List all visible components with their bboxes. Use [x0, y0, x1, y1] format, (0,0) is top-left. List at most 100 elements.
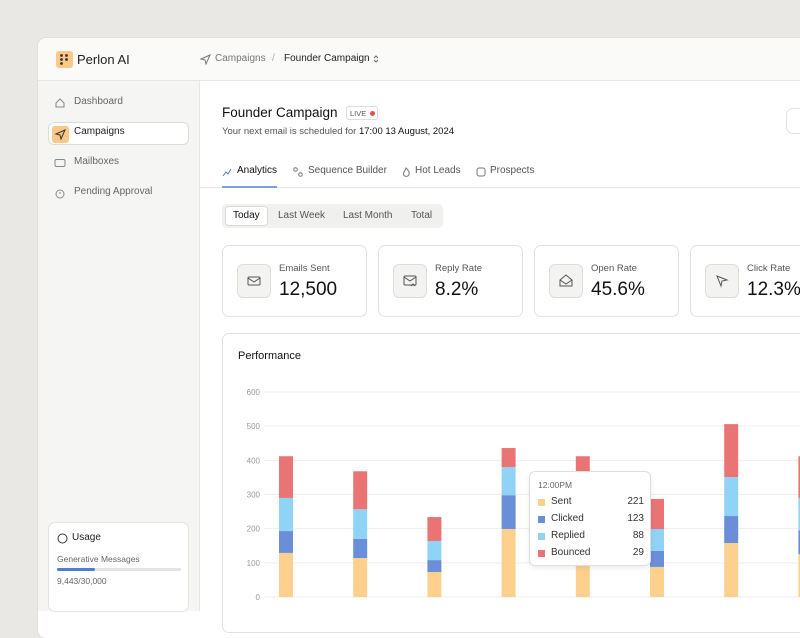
breadcrumb-item[interactable]: Campaigns — [215, 53, 266, 64]
tooltip-row: Replied 88 — [538, 530, 644, 544]
bar-segment — [798, 554, 800, 597]
bar-segment — [724, 477, 739, 517]
tab-icon — [222, 168, 232, 177]
nav-icon — [55, 189, 65, 199]
range-option[interactable]: Today — [233, 210, 260, 221]
campaign-title: Founder Campaign — [222, 105, 338, 120]
bar-segment — [650, 498, 664, 530]
y-tick-label: 300 — [247, 491, 261, 500]
usage-card: Usage Generative Messages 9,443/30,000 — [48, 522, 189, 612]
nav-label: Dashboard — [74, 96, 123, 107]
live-dot — [370, 111, 375, 116]
tooltip-name: Replied — [551, 530, 585, 541]
stat-icon — [237, 264, 271, 298]
tab[interactable]: Hot Leads — [415, 165, 461, 176]
nav-label: Pending Approval — [74, 186, 153, 197]
tab[interactable]: Prospects — [490, 165, 535, 176]
range-option[interactable]: Last Month — [343, 210, 393, 221]
chart-title: Performance — [238, 350, 301, 362]
page: { "header": {"brand": "Perlon AI", "brea… — [38, 38, 800, 638]
bar-segment — [427, 517, 442, 541]
nav-item[interactable]: Dashboard — [48, 92, 189, 115]
tooltip-row: Sent 221 — [538, 496, 644, 510]
top-bar — [38, 38, 800, 81]
tab-active[interactable]: Analytics — [237, 165, 278, 176]
bar-segment — [501, 467, 516, 496]
tooltip: 12:00PM Sent 221 Clicked 123 Replied 88 Bou… — [529, 471, 651, 566]
tooltip-row: Bounced 29 — [538, 547, 644, 561]
bar-segment — [353, 558, 368, 597]
chevron-icon[interactable] — [372, 54, 380, 64]
usage-progress — [57, 568, 96, 571]
tooltip-swatch — [538, 516, 545, 523]
bar-segment — [724, 543, 739, 597]
y-tick-label: 500 — [247, 422, 261, 431]
usage-label: Generative Messages — [57, 554, 140, 564]
stat-card: Click Rate 12.3% — [690, 245, 800, 317]
tab-underline — [222, 186, 277, 188]
bar-segment — [650, 550, 664, 567]
badge-label: LIVE — [350, 109, 367, 118]
brand: Perlon AI — [77, 52, 130, 67]
tooltip-value: 221 — [627, 496, 644, 507]
bar-segment — [353, 538, 368, 559]
bar-segment — [798, 530, 800, 555]
range-option[interactable]: Last Week — [278, 210, 326, 221]
bar-segment — [279, 456, 293, 498]
tooltip-name: Sent — [551, 496, 572, 507]
y-tick-label: 100 — [247, 559, 261, 568]
bar-segment — [279, 497, 293, 532]
bar-segment — [798, 456, 800, 498]
bar-segment — [798, 497, 800, 531]
stat-value: 8.2% — [435, 279, 479, 300]
stat-label: Emails Sent — [279, 263, 330, 274]
tooltip-swatch — [538, 550, 545, 557]
action-button[interactable] — [786, 108, 800, 134]
stat-icon — [705, 264, 739, 298]
tooltip-swatch — [538, 499, 545, 506]
tooltip-value: 29 — [632, 547, 644, 558]
bar-segment — [501, 529, 516, 597]
stat-label: Reply Rate — [435, 263, 482, 274]
stat-card: Open Rate 45.6% — [534, 245, 679, 317]
y-tick-label: 600 — [247, 388, 261, 397]
tooltip-value: 88 — [632, 530, 644, 541]
y-tick-label: 200 — [247, 525, 261, 534]
range-option[interactable]: Total — [411, 210, 433, 221]
breadcrumb-separator: / — [272, 53, 275, 64]
schedule: Your next email is scheduled for 17:00 1… — [222, 125, 454, 139]
bar-segment — [427, 572, 442, 597]
nav-item-selected[interactable]: Campaigns — [48, 122, 189, 145]
nav-icon — [52, 126, 69, 143]
usage-track — [57, 568, 181, 571]
nav-item[interactable]: Mailboxes — [48, 152, 189, 175]
stat-value: 45.6% — [591, 279, 645, 300]
nav-icon — [54, 159, 66, 167]
tab[interactable]: Sequence Builder — [308, 165, 387, 176]
stat-value: 12.3% — [747, 279, 800, 300]
range-selected-bg — [225, 206, 268, 226]
schedule-prefix: Your next email is scheduled for — [222, 126, 357, 137]
stat-card: Reply Rate 8.2% — [378, 245, 523, 317]
usage-icon — [57, 533, 68, 544]
bar-segment — [724, 424, 739, 478]
nav-label: Campaigns — [74, 126, 125, 137]
tab-icon — [402, 167, 410, 177]
bar-segment — [501, 448, 516, 468]
bar-segment — [427, 540, 442, 561]
logo-icon — [56, 51, 73, 68]
tooltip-swatch — [538, 533, 545, 540]
tooltip-name: Bounced — [551, 547, 591, 558]
tab-icon — [476, 167, 486, 177]
chart: 0 100 200 300 400 500 600 — [247, 388, 800, 600]
schedule-time: 17:00 13 August, 2024 — [358, 126, 455, 137]
breadcrumb-current[interactable]: Founder Campaign — [284, 53, 370, 64]
tooltip-value: 123 — [627, 513, 644, 524]
nav-item[interactable]: Pending Approval — [48, 182, 189, 205]
bar-segment — [724, 516, 739, 544]
stat-label: Open Rate — [591, 263, 637, 274]
live-badge: LIVE — [346, 106, 378, 120]
nav-icon — [55, 98, 65, 108]
bar-segment — [427, 560, 442, 573]
tooltip-title: 12:00PM — [538, 480, 573, 490]
